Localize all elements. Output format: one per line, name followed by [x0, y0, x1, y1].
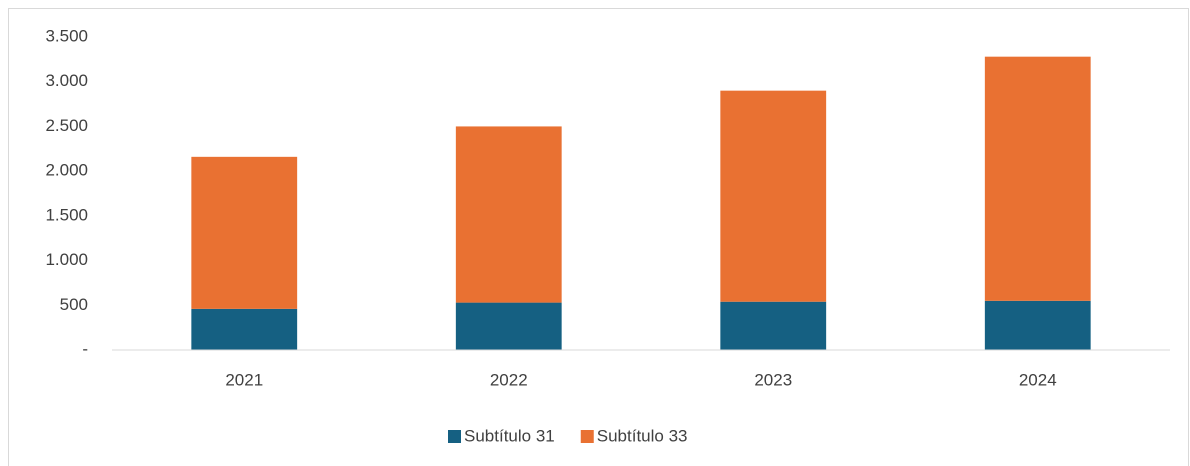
bar-segment	[720, 301, 827, 350]
legend-swatch	[580, 430, 594, 443]
bar-segment	[191, 308, 298, 350]
legend-label: Subtítulo 31	[464, 426, 555, 445]
y-tick-label: 2.000	[45, 161, 88, 180]
y-tick-label: 500	[60, 295, 88, 314]
legend-label: Subtítulo 33	[597, 426, 688, 445]
x-tick-label: 2024	[1019, 370, 1057, 389]
bar-segment	[984, 300, 1091, 350]
y-tick-label: 3.000	[45, 71, 88, 90]
bar-segment	[984, 56, 1091, 301]
y-tick-label: 1.500	[45, 205, 88, 224]
bar-segment	[720, 90, 827, 302]
y-tick-label: 2.500	[45, 116, 88, 135]
x-tick-label: 2021	[225, 370, 263, 389]
bar-segment	[191, 156, 298, 309]
bar-segment	[455, 302, 562, 350]
y-tick-label: -	[82, 339, 88, 358]
y-tick-label: 3.500	[45, 26, 88, 45]
y-tick-label: 1.000	[45, 250, 88, 269]
bar-segment	[455, 126, 562, 303]
x-tick-label: 2023	[754, 370, 792, 389]
x-tick-label: 2022	[490, 370, 528, 389]
legend-swatch	[448, 430, 461, 443]
